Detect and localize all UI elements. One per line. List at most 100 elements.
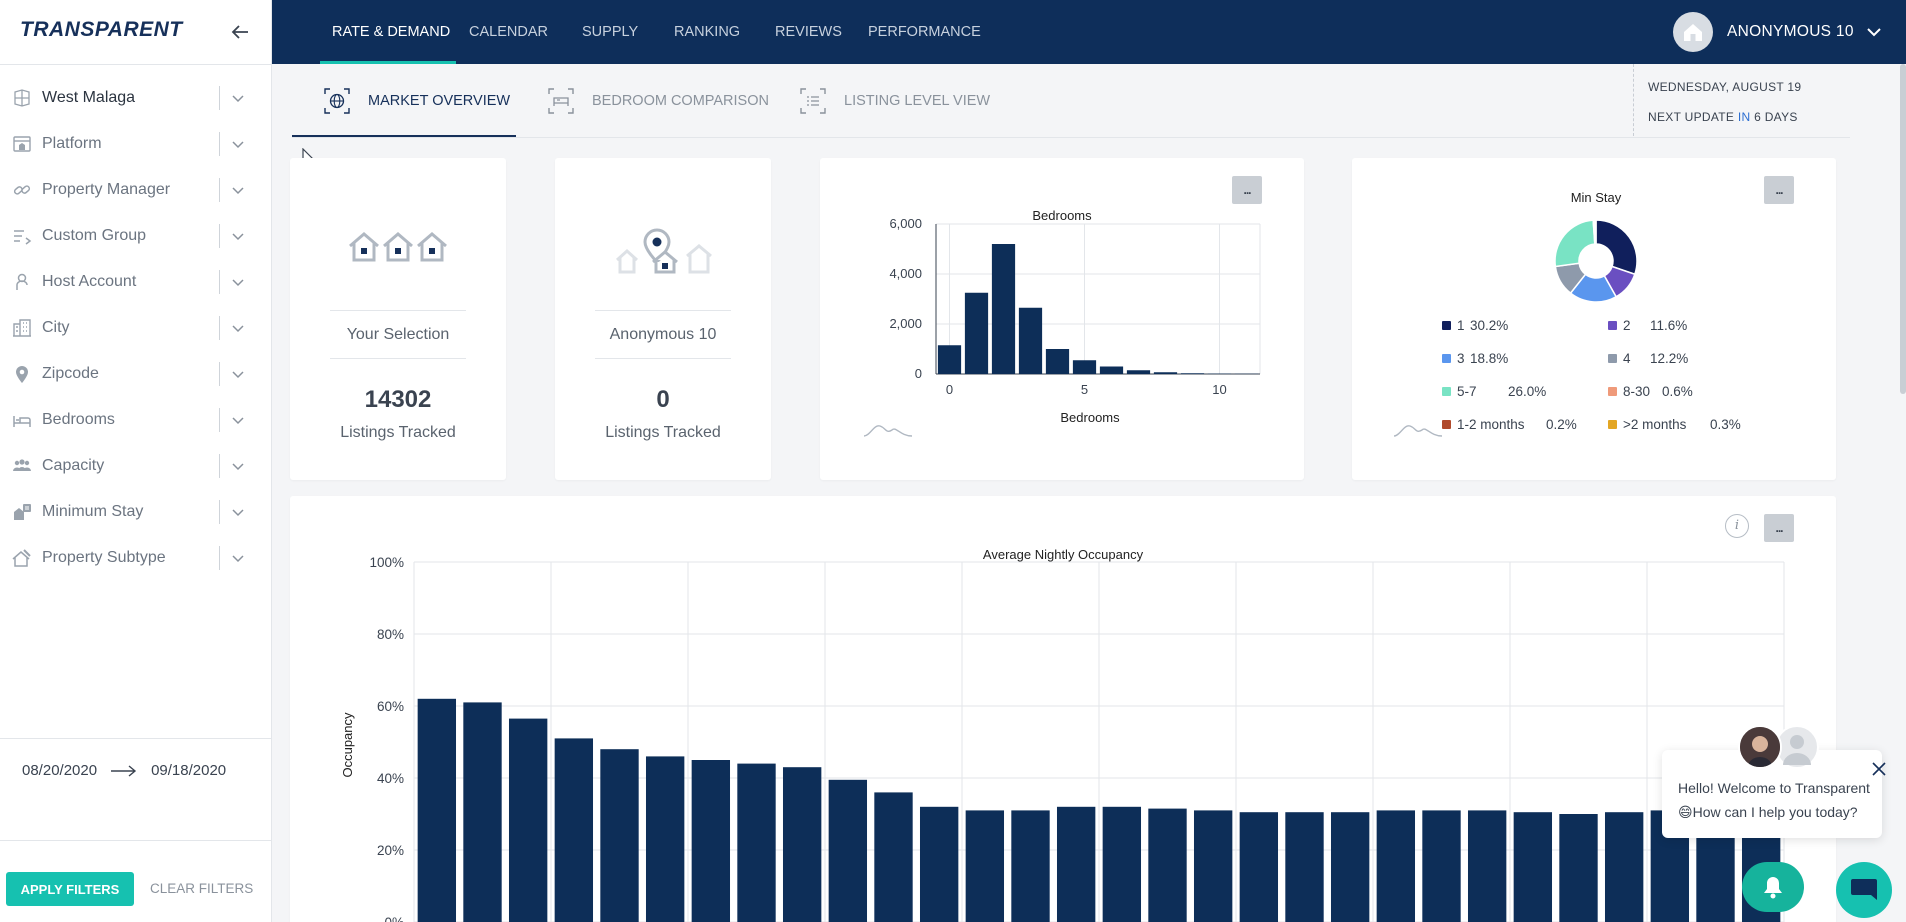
tab-label: LISTING LEVEL VIEW	[844, 93, 991, 109]
nav-supply[interactable]: SUPPLY	[582, 24, 639, 40]
min-stay-card: ... Min Stay 1 30.2% 2 11.6% 3 18.8% 4 12.2% 5-7…	[1352, 158, 1836, 480]
legend-item[interactable]: 3 18.8%	[1442, 351, 1508, 366]
apply-filters-button[interactable]: APPLY FILTERS	[6, 872, 134, 906]
bar	[1239, 812, 1279, 922]
y-tick-label: 100%	[369, 555, 404, 570]
chevron-down-icon[interactable]	[231, 91, 245, 105]
nav-performance[interactable]: PERFORMANCE	[868, 24, 981, 40]
legend-swatch	[1608, 420, 1617, 429]
close-icon[interactable]	[1870, 760, 1888, 778]
nav-rate-demand[interactable]: RATE & DEMAND	[332, 24, 451, 40]
divider	[219, 362, 220, 386]
filter-custom-group[interactable]: Custom Group	[0, 216, 272, 256]
collapse-sidebar-icon[interactable]	[228, 20, 252, 44]
nav-calendar[interactable]: CALENDAR	[469, 24, 548, 40]
user-name[interactable]: ANONYMOUS 10	[1727, 23, 1854, 40]
people-icon	[13, 459, 31, 471]
chevron-down-icon[interactable]	[231, 137, 245, 151]
nav-ranking[interactable]: RANKING	[674, 24, 741, 40]
clear-filters-button[interactable]: CLEAR FILTERS	[150, 881, 254, 896]
tab-active-indicator	[292, 135, 516, 137]
more-options-button[interactable]: ...	[1232, 176, 1262, 204]
chevron-down-icon[interactable]	[231, 367, 245, 381]
user-avatar[interactable]	[1673, 12, 1713, 52]
filter-property-manager[interactable]: Property Manager	[0, 170, 272, 210]
bar	[1056, 806, 1096, 922]
divider	[219, 224, 220, 248]
pie-slice	[1595, 219, 1638, 276]
legend-swatch	[1442, 321, 1451, 330]
info-icon[interactable]: i	[1725, 514, 1749, 538]
bar	[1193, 810, 1233, 922]
x-axis-label: Bedrooms	[1060, 410, 1120, 425]
bar	[554, 738, 594, 922]
legend-item[interactable]: 5-7 26.0%	[1442, 384, 1546, 399]
filter-label: Host Account	[42, 273, 137, 290]
legend-item[interactable]: 2 11.6%	[1608, 318, 1687, 333]
pie-slice	[1594, 219, 1597, 245]
more-options-button[interactable]: ...	[1764, 514, 1794, 542]
update-info: WEDNESDAY, AUGUST 19 NEXT UPDATE IN 6 DA…	[1633, 64, 1850, 136]
bar	[645, 756, 685, 922]
tab-market-overview[interactable]: MARKET OVERVIEW	[324, 64, 510, 138]
bar	[965, 810, 1005, 922]
filter-capacity[interactable]: Capacity	[0, 446, 272, 486]
chevron-down-icon[interactable]	[231, 275, 245, 289]
legend-item[interactable]: 1-2 months 0.2%	[1442, 417, 1577, 432]
filter-property-subtype[interactable]: Property Subtype	[0, 538, 272, 578]
occupancy-chart-card: i ... 0% 20% 40% 60% 80% 100% Average Nightly …	[290, 496, 1836, 922]
chevron-down-icon[interactable]	[231, 229, 245, 243]
filter-bedrooms[interactable]: Bedrooms	[0, 400, 272, 440]
tab-listing-level-view[interactable]: LISTING LEVEL VIEW	[800, 64, 990, 138]
chevron-down-icon[interactable]	[231, 551, 245, 565]
sparkline-icon	[863, 425, 913, 437]
date-range-picker[interactable]: 08/20/2020 09/18/2020	[22, 762, 226, 779]
filter-label: Capacity	[42, 457, 105, 474]
filter-platform[interactable]: Platform	[0, 124, 272, 164]
filter-west-malaga[interactable]: West Malaga	[0, 78, 272, 118]
bar	[1102, 806, 1142, 922]
page-scrollbar[interactable]	[1900, 64, 1906, 394]
filter-label: City	[42, 319, 70, 336]
bar	[1148, 808, 1187, 922]
chevron-down-icon[interactable]	[231, 505, 245, 519]
chevron-down-icon[interactable]	[231, 459, 245, 473]
chat-popup[interactable]: Hello! Welcome to Transparent 😄How can I…	[1662, 750, 1882, 838]
legend-swatch	[1608, 387, 1617, 396]
filter-minimum-stay[interactable]: Minimum Stay	[0, 492, 272, 532]
legend-label: 2	[1623, 318, 1631, 333]
legend-item[interactable]: 8-30 0.6%	[1608, 384, 1693, 399]
nav-reviews[interactable]: REVIEWS	[775, 24, 842, 40]
chevron-down-icon[interactable]	[231, 321, 245, 335]
chevron-down-icon[interactable]	[231, 413, 245, 427]
chat-message: 😄How can I help you today?	[1678, 804, 1858, 820]
bar	[782, 767, 822, 922]
legend-value: 0.2%	[1546, 417, 1577, 432]
bar	[1422, 810, 1461, 922]
tab-bedroom-comparison[interactable]: BEDROOM COMPARISON	[548, 64, 769, 138]
divider	[595, 358, 731, 359]
date-from[interactable]: 08/20/2020	[22, 762, 98, 779]
pin-icon	[16, 366, 28, 383]
date-to[interactable]: 09/18/2020	[151, 762, 227, 779]
bed-icon	[548, 88, 574, 114]
chevron-down-icon[interactable]	[1866, 25, 1882, 39]
y-tick-label: 4,000	[889, 266, 922, 281]
legend-item[interactable]: >2 months 0.3%	[1608, 417, 1741, 432]
filter-host-account[interactable]: Host Account	[0, 262, 272, 302]
filter-zipcode[interactable]: Zipcode	[0, 354, 272, 394]
legend-item[interactable]: 4 12.2%	[1608, 351, 1688, 366]
tab-label: BEDROOM COMPARISON	[592, 93, 769, 109]
chat-launcher-button[interactable]	[1836, 862, 1892, 918]
filter-city[interactable]: City	[0, 308, 272, 348]
notification-button[interactable]	[1742, 862, 1804, 912]
divider	[219, 408, 220, 432]
legend-item[interactable]: 1 30.2%	[1442, 318, 1508, 333]
location-houses-icon	[615, 228, 712, 274]
chevron-down-icon[interactable]	[231, 183, 245, 197]
x-tick-label: 0	[946, 382, 953, 397]
legend-label: 5-7	[1457, 384, 1477, 399]
filter-label: Custom Group	[42, 227, 147, 244]
more-options-button[interactable]: ...	[1764, 176, 1794, 204]
legend-value: 0.6%	[1662, 384, 1693, 399]
